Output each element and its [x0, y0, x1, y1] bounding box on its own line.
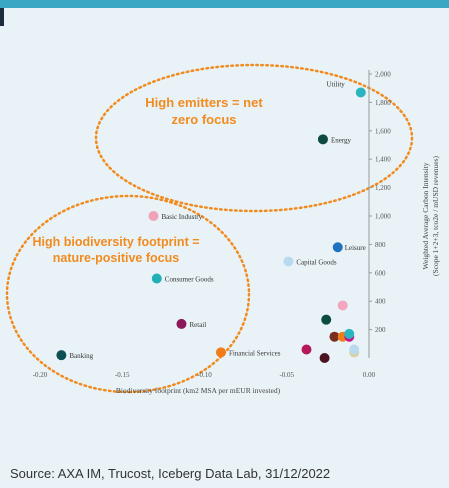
y-tick-label: 1,800 [375, 99, 391, 107]
y-tick-label: 1,200 [375, 184, 391, 192]
y-tick-label: 2,000 [375, 71, 391, 79]
x-tick-label: 0.00 [363, 371, 376, 379]
point-unlabeled-9 [337, 300, 348, 311]
x-tick-label: -0.15 [115, 371, 130, 379]
y-tick-label: 1,000 [375, 213, 391, 221]
point-label-basic-industry: Basic Industry [162, 213, 203, 221]
point-retail [176, 318, 187, 329]
x-tick-label: -0.05 [279, 371, 294, 379]
y-tick-label: 400 [375, 298, 386, 306]
point-unlabeled-11 [329, 331, 340, 342]
y-axis-subtitle: (Scope 1+2+3, tco2e / mUSD revenues) [431, 155, 440, 276]
point-unlabeled-15 [301, 344, 312, 355]
scatter-chart: 200 400 600 800 1,000 1,200 1,400 1,600 1,800 2,0… [5, 63, 440, 395]
x-tick-label: -0.20 [33, 371, 48, 379]
point-banking [56, 350, 67, 361]
point-label-capital-goods: Capital Goods [296, 258, 337, 266]
point-utility [355, 87, 366, 98]
point-financial-services [215, 347, 226, 358]
point-label-banking: Banking [69, 352, 93, 360]
point-unlabeled-14 [344, 328, 355, 339]
point-energy [317, 134, 328, 145]
annotation-biodiversity-line2: nature-positive focus [53, 251, 179, 265]
point-label-financial-services: Financial Services [229, 349, 281, 357]
emitters-ellipse [94, 63, 414, 213]
point-consumer-goods [151, 273, 162, 284]
y-tick-label: 200 [375, 326, 386, 334]
annotation-emitters-line2: zero focus [171, 112, 236, 127]
y-axis-title: Weighted Average Carbon Intensity [421, 162, 430, 269]
point-unlabeled-18 [349, 344, 360, 355]
x-tick-label: -0.10 [197, 371, 212, 379]
annotation-emitters-line1: High emitters = net [145, 95, 263, 110]
point-unlabeled-10 [321, 314, 332, 325]
biodiversity-ellipse [5, 194, 251, 394]
point-label-leisure: Leisure [345, 244, 366, 252]
point-label-retail: Retail [189, 321, 206, 329]
y-tick-label: 600 [375, 269, 386, 277]
y-tick-label: 1,600 [375, 127, 391, 135]
source-note: Source: AXA IM, Trucost, Iceberg Data La… [10, 466, 331, 481]
point-capital-goods [283, 256, 294, 267]
y-tick-label: 800 [375, 241, 386, 249]
point-unlabeled-16 [319, 353, 330, 363]
left-accent-bar [0, 8, 4, 26]
y-tick-label: 1,400 [375, 156, 391, 164]
top-accent-bar [0, 0, 449, 8]
point-leisure [332, 242, 343, 253]
point-label-consumer-goods: Consumer Goods [165, 275, 214, 283]
point-label-utility: Utility [326, 80, 345, 88]
annotation-biodiversity-line1: High biodiversity footprint = [32, 235, 199, 249]
point-label-energy: Energy [331, 136, 352, 144]
x-axis-title: Biodiversity footprint (km2 MSA per mEUR… [116, 386, 281, 395]
point-basic-industry [148, 211, 159, 221]
